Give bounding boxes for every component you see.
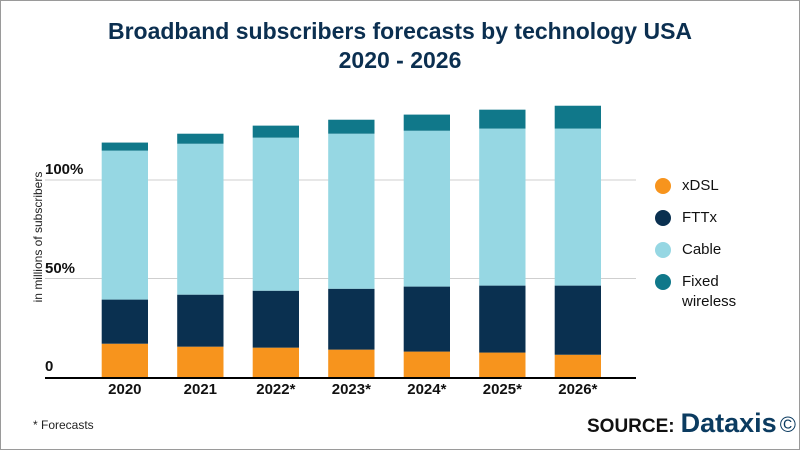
bar-segment-fixed-wireless bbox=[328, 119, 375, 134]
legend-label: FTTx bbox=[682, 209, 717, 226]
bar-segment-fixed-wireless bbox=[479, 109, 526, 129]
source-logo: Dataxis bbox=[680, 408, 777, 438]
chart-title: Broadband subscribers forecasts by techn… bbox=[0, 17, 800, 75]
title-line-1: Broadband subscribers forecasts by techn… bbox=[107, 18, 693, 44]
source: SOURCE: Dataxis © bbox=[587, 408, 796, 439]
bar-segment-fixed-wireless bbox=[403, 114, 450, 131]
legend-swatch-icon bbox=[655, 178, 671, 194]
bar-segment-fttx bbox=[177, 294, 224, 347]
bar-segment-xdsl bbox=[403, 351, 450, 377]
y-tick-label: 50% bbox=[45, 259, 76, 277]
legend-label: Fixed wireless bbox=[682, 273, 737, 310]
legend-swatch-icon bbox=[655, 242, 671, 258]
legend-item: Fixed wireless bbox=[655, 272, 772, 312]
x-tick-label: 2022* bbox=[256, 381, 296, 398]
bar-segment-xdsl bbox=[479, 352, 526, 377]
bar-segment-xdsl bbox=[554, 354, 601, 377]
x-tick-label: 2020 bbox=[108, 381, 142, 398]
legend-swatch-icon bbox=[655, 210, 671, 226]
bar-segment-cable bbox=[101, 150, 148, 300]
y-tick-label: 0 bbox=[45, 358, 54, 375]
bar-segment-fttx bbox=[252, 290, 299, 348]
bar-segment-fttx bbox=[101, 299, 148, 344]
bar-segment-fttx bbox=[479, 285, 526, 353]
legend-swatch-icon bbox=[655, 274, 671, 290]
copyright-icon: © bbox=[779, 412, 796, 437]
bar-segment-cable bbox=[177, 143, 224, 295]
legend-item: FTTx bbox=[655, 208, 772, 228]
bar-segment-cable bbox=[479, 128, 526, 286]
bar-segment-fttx bbox=[403, 286, 450, 352]
x-tick-label: 2024* bbox=[407, 381, 447, 398]
legend-label: Cable bbox=[682, 241, 722, 258]
bar-segment-cable bbox=[403, 130, 450, 287]
bar-segment-cable bbox=[554, 128, 601, 286]
x-tick-label: 2026* bbox=[558, 381, 598, 398]
bar-segment-cable bbox=[252, 137, 299, 291]
bar-segment-fixed-wireless bbox=[101, 142, 148, 151]
bar-segment-cable bbox=[328, 133, 375, 289]
bar-segment-fixed-wireless bbox=[177, 133, 224, 144]
bar-segment-xdsl bbox=[328, 349, 375, 377]
bar-segment-fixed-wireless bbox=[252, 125, 299, 138]
bar-segment-fttx bbox=[328, 288, 375, 350]
legend-label: xDSL bbox=[682, 177, 719, 194]
x-tick-label: 2025* bbox=[482, 381, 522, 398]
source-label: SOURCE: bbox=[587, 416, 675, 437]
y-axis-label: in millions of subscribers bbox=[31, 171, 45, 303]
title-line-2: 2020 - 2026 bbox=[338, 47, 462, 73]
bar-segment-xdsl bbox=[252, 347, 299, 377]
legend-item: xDSL bbox=[655, 176, 772, 196]
bar-segment-fixed-wireless bbox=[554, 105, 601, 129]
footnote: * Forecasts bbox=[33, 418, 94, 432]
x-tick-label: 2023* bbox=[331, 381, 371, 398]
bar-segment-fttx bbox=[554, 285, 601, 355]
y-tick-label: 100% bbox=[45, 161, 84, 178]
bar-segment-xdsl bbox=[177, 346, 224, 377]
x-tick-label: 2021 bbox=[183, 381, 218, 398]
bar-segment-xdsl bbox=[101, 343, 148, 377]
legend-item: Cable bbox=[655, 240, 772, 260]
legend: xDSL FTTx Cable Fixed wireless bbox=[655, 176, 772, 324]
